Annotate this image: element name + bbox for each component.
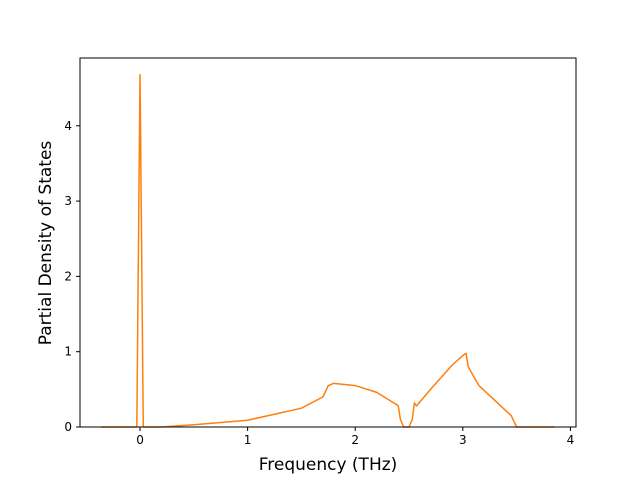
- y-tick-label: 1: [64, 345, 72, 359]
- y-tick-label: 3: [64, 194, 72, 208]
- x-tick-label: 2: [351, 433, 359, 447]
- y-axis-label: Partial Density of States: [36, 141, 56, 346]
- x-axis-label: Frequency (THz): [259, 455, 398, 475]
- x-tick-label: 3: [459, 433, 467, 447]
- x-tick-label: 1: [244, 433, 252, 447]
- y-tick-label: 4: [64, 119, 72, 133]
- plot-frame: [79, 57, 577, 428]
- y-tick-label: 0: [64, 420, 72, 434]
- x-tick-label: 4: [567, 433, 575, 447]
- y-tick-label: 2: [64, 269, 72, 283]
- line: [101, 73, 555, 428]
- x-tick-label: 0: [136, 433, 144, 447]
